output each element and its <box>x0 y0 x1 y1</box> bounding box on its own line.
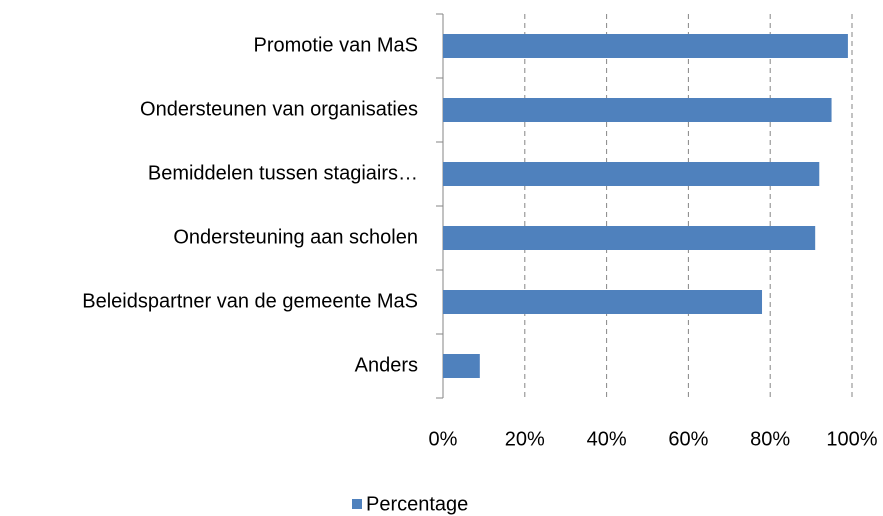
x-tick-label: 100% <box>826 428 877 450</box>
y-tick-label: Bemiddelen tussen stagiairs… <box>148 162 418 184</box>
x-tick-label: 80% <box>750 428 790 450</box>
legend-swatch <box>352 499 362 509</box>
bar <box>443 98 832 122</box>
y-tick-label: Ondersteunen van organisaties <box>140 98 418 120</box>
y-tick-label: Beleidspartner van de gemeente MaS <box>82 290 418 312</box>
bar <box>443 34 848 58</box>
y-tick-label: Promotie van MaS <box>253 34 418 56</box>
x-tick-label: 20% <box>505 428 545 450</box>
x-tick-label: 0% <box>429 428 458 450</box>
bar <box>443 162 820 186</box>
legend-label: Percentage <box>366 493 468 515</box>
y-tick-label: Anders <box>355 354 418 376</box>
bar <box>443 354 480 378</box>
bar <box>443 290 763 314</box>
y-tick-label: Ondersteuning aan scholen <box>173 226 418 248</box>
bar <box>443 226 816 250</box>
x-tick-label: 60% <box>668 428 708 450</box>
x-tick-label: 40% <box>587 428 627 450</box>
